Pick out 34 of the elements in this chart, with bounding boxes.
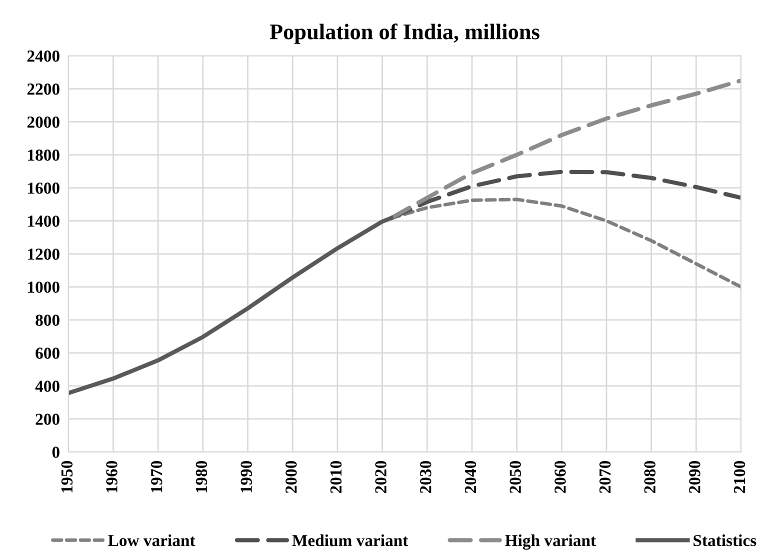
x-tick-label: 1960	[106, 460, 118, 492]
y-tick-label: 2400	[27, 50, 60, 62]
legend-label: Low variant	[108, 534, 196, 546]
y-tick-label: 400	[35, 380, 60, 392]
x-tick-label: 2030	[420, 460, 432, 493]
y-tick-label: 1000	[28, 282, 60, 293]
y-tick-label: 1600	[28, 182, 60, 194]
x-tick-label: 1990	[240, 460, 252, 492]
legend-label: Statistics	[694, 534, 756, 546]
x-tick-label: 2060	[554, 460, 566, 493]
legend-label: Medium variant	[292, 534, 408, 546]
legend-label: High variant	[505, 534, 596, 550]
y-tick-label: 800	[36, 314, 60, 326]
x-tick-label: 2010	[330, 460, 342, 493]
x-tick-label: 2090	[689, 460, 700, 493]
chart-title: Population of India, millions	[270, 23, 540, 44]
y-tick-label: 1200	[28, 248, 60, 260]
x-tick-label: 2040	[464, 460, 476, 493]
y-tick-label: 1400	[28, 216, 60, 227]
y-tick-label: 2200	[27, 84, 60, 95]
x-tick-label: 2050	[510, 460, 521, 493]
y-tick-label: 200	[36, 414, 60, 425]
x-tick-label: 1950	[61, 460, 73, 492]
x-tick-label: 2070	[599, 460, 611, 493]
y-tick-label: 2000	[27, 116, 60, 128]
y-tick-label: 1800	[28, 150, 60, 161]
x-tick-label: 2100	[734, 460, 746, 493]
y-tick-label: 0	[52, 446, 60, 458]
x-tick-label: 2080	[644, 460, 656, 493]
x-tick-label: 1980	[196, 460, 208, 492]
y-tick-label: 600	[36, 348, 60, 359]
x-tick-label: 2020	[375, 460, 386, 493]
x-tick-label: 2000	[286, 460, 297, 493]
x-tick-label: 1970	[151, 460, 162, 492]
